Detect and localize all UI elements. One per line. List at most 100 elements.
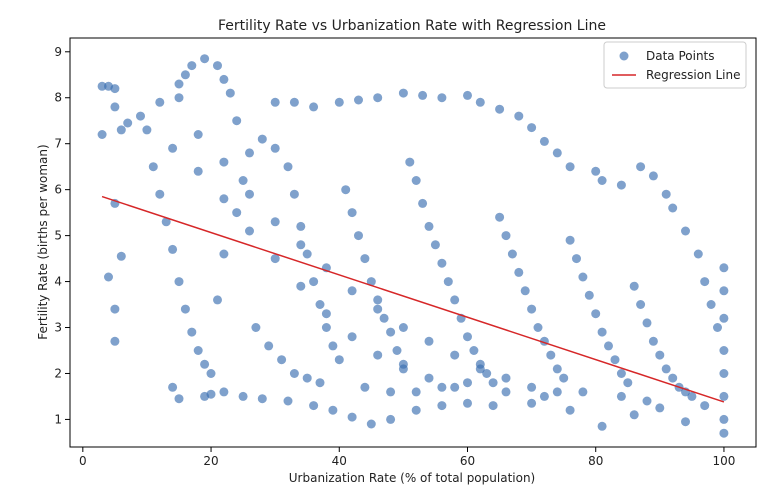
data-point xyxy=(443,277,453,287)
data-point xyxy=(187,327,197,337)
data-point xyxy=(604,341,613,351)
data-point xyxy=(584,290,594,300)
data-point xyxy=(309,401,319,411)
data-point xyxy=(334,355,344,365)
y-tick-label: 5 xyxy=(54,229,62,243)
data-point xyxy=(616,369,626,378)
plot-frame xyxy=(69,37,757,448)
x-tick-label: 80 xyxy=(588,454,603,468)
data-point xyxy=(719,346,729,355)
data-point xyxy=(655,403,665,413)
data-point xyxy=(392,346,402,355)
data-point xyxy=(341,185,351,195)
data-point xyxy=(373,304,383,314)
x-tick-label: 100 xyxy=(712,454,735,468)
data-point xyxy=(193,166,203,176)
chart-title: Fertility Rate vs Urbanization Rate with… xyxy=(218,18,606,34)
data-point xyxy=(450,350,460,360)
data-point xyxy=(155,97,165,107)
y-tick-label: 9 xyxy=(54,45,62,59)
data-point xyxy=(527,382,537,392)
data-point xyxy=(514,111,524,121)
data-point xyxy=(296,221,306,231)
data-point xyxy=(366,277,376,287)
data-point xyxy=(578,272,588,282)
data-point xyxy=(219,194,229,204)
data-point xyxy=(719,414,729,424)
data-point xyxy=(245,226,254,236)
data-point xyxy=(309,277,319,287)
data-point xyxy=(245,189,254,199)
data-point xyxy=(264,341,274,351)
x-axis-label: Urbanization Rate (% of total population… xyxy=(289,471,535,485)
data-point xyxy=(110,84,120,94)
data-point xyxy=(475,364,485,374)
data-point xyxy=(110,102,120,112)
data-point xyxy=(623,378,633,388)
data-point xyxy=(527,398,537,408)
data-point xyxy=(700,277,710,287)
data-point xyxy=(136,111,145,121)
data-point xyxy=(398,364,408,374)
legend-label-data-points: Data Points xyxy=(646,49,715,63)
data-point xyxy=(174,79,184,89)
data-point xyxy=(302,373,312,383)
data-point xyxy=(360,382,370,392)
data-point xyxy=(450,295,460,305)
data-point xyxy=(180,304,190,314)
data-point xyxy=(495,104,505,114)
y-tick-label: 3 xyxy=(54,321,62,335)
data-point xyxy=(373,93,383,103)
data-point xyxy=(321,323,331,332)
data-point xyxy=(636,300,646,309)
data-point xyxy=(539,391,549,401)
data-point xyxy=(424,336,434,346)
data-point xyxy=(142,125,152,135)
data-point xyxy=(219,387,229,397)
data-point xyxy=(719,391,729,401)
data-point xyxy=(482,369,492,378)
data-point xyxy=(328,341,338,351)
data-point xyxy=(200,359,210,369)
data-point xyxy=(334,97,344,107)
data-point xyxy=(552,387,562,397)
data-point xyxy=(270,217,280,227)
legend-marker-data-points xyxy=(619,51,629,61)
data-point xyxy=(559,373,569,383)
data-point xyxy=(469,346,479,355)
data-point xyxy=(289,189,299,199)
data-point xyxy=(520,286,530,296)
data-point xyxy=(463,332,472,342)
legend-label-regression: Regression Line xyxy=(646,68,740,82)
data-point xyxy=(206,369,216,378)
data-point xyxy=(302,249,312,259)
data-point xyxy=(366,419,376,429)
data-point xyxy=(245,148,254,158)
y-tick-label: 7 xyxy=(54,137,62,151)
data-point xyxy=(289,369,299,378)
data-point xyxy=(193,130,203,139)
data-point xyxy=(687,391,697,401)
data-point xyxy=(168,244,178,254)
data-point xyxy=(398,88,408,98)
data-point xyxy=(501,231,511,241)
data-point xyxy=(232,208,242,218)
data-point xyxy=(257,394,267,404)
data-point xyxy=(168,143,178,153)
data-point xyxy=(360,254,370,264)
data-point xyxy=(437,382,447,392)
data-point xyxy=(116,251,126,261)
data-point xyxy=(507,249,517,259)
data-point xyxy=(693,249,703,259)
data-point xyxy=(315,378,325,388)
data-point xyxy=(386,327,396,337)
data-point xyxy=(411,176,421,185)
data-point xyxy=(187,61,197,71)
data-point xyxy=(424,221,434,231)
x-tick-label: 40 xyxy=(332,454,347,468)
data-point xyxy=(193,346,203,355)
x-tick-label: 60 xyxy=(460,454,475,468)
data-point xyxy=(270,143,280,153)
data-point xyxy=(546,350,556,360)
